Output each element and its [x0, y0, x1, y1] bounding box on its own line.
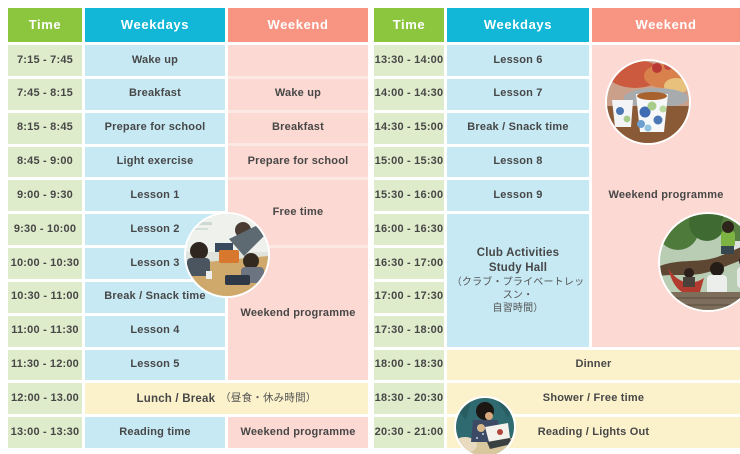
time-cell: 17:00 - 17:30 — [374, 281, 444, 313]
right-header-time: Time — [374, 8, 444, 42]
weekday-activity-cell: Lesson 4 — [85, 315, 225, 347]
classroom-photo — [184, 212, 270, 298]
left-header-time: Time — [8, 8, 82, 42]
weekday-activity-cell: Reading time — [85, 417, 225, 448]
weekend-segment — [228, 45, 368, 76]
weekday-activity-cell: Breakfast — [85, 78, 225, 110]
club-activities-cell: Club Activities Study Hall （クラブ・プライベートレッ… — [447, 214, 589, 347]
weekday-activity-cell: Lesson 1 — [85, 180, 225, 212]
time-cell: 13:30 - 14:00 — [374, 45, 444, 76]
weekend-separator — [228, 75, 368, 79]
time-cell: 11:30 - 12:00 — [8, 349, 82, 381]
weekday-activity-cell: Prepare for school — [85, 112, 225, 144]
time-cell: 17:30 - 18:00 — [374, 315, 444, 347]
right-header-weekend: Weekend — [592, 8, 740, 42]
right-header-weekdays: Weekdays — [447, 8, 589, 42]
time-cell: 8:15 - 8:45 — [8, 112, 82, 144]
weekday-activity-cell: Lesson 6 — [447, 45, 589, 76]
time-cell: 7:15 - 7:45 — [8, 45, 82, 76]
bedtime-reading-photo — [454, 396, 516, 454]
time-cell: 20:30 - 21:00 — [374, 417, 444, 448]
weekend-segment: Free time — [272, 205, 324, 218]
club-title-line1: Club Activities — [476, 246, 560, 259]
time-cell: 15:00 - 15:30 — [374, 146, 444, 178]
time-cell: 13:00 - 13:30 — [8, 417, 82, 448]
club-jp-line1: （クラブ・プライベートレッスン・ — [451, 276, 585, 301]
snack-cups-photo — [605, 59, 691, 145]
weekday-activity-cell: Lesson 9 — [447, 180, 589, 212]
time-cell: 12:00 - 13.00 — [8, 383, 82, 415]
lunch-label-en: Lunch / Break — [136, 392, 216, 405]
club-jp-line2: 自習時間） — [492, 302, 544, 314]
time-cell: 18:00 - 18:30 — [374, 349, 444, 381]
dinner-row: Dinner — [447, 349, 740, 381]
weekend-column-merged: Wake up Breakfast Prepare for school Fre… — [228, 45, 368, 381]
time-cell: 8:45 - 9:00 — [8, 146, 82, 178]
weekday-activity-cell: Wake up — [85, 45, 225, 76]
weekday-activity-cell: Break / Snack time — [85, 281, 225, 313]
lunch-row: Lunch / Break （昼食・休み時間） — [85, 383, 368, 415]
time-cell: 14:30 - 15:00 — [374, 112, 444, 144]
time-cell: 7:45 - 8:15 — [8, 78, 82, 110]
weekend-segment: Wake up — [274, 87, 322, 100]
weekend-activity-cell: Weekend programme — [228, 417, 368, 448]
time-cell: 14:00 - 14:30 — [374, 78, 444, 110]
tree-climbing-photo — [658, 212, 740, 312]
weekday-activity-cell: Lesson 7 — [447, 78, 589, 110]
weekend-separator — [228, 244, 368, 248]
time-cell: 9:00 - 9:30 — [8, 180, 82, 212]
weekend-segment: Weekend programme — [240, 307, 356, 320]
weekday-activity-cell: Lesson 5 — [85, 349, 225, 381]
time-cell: 16:00 - 16:30 — [374, 214, 444, 245]
time-cell: 15:30 - 16:00 — [374, 180, 444, 212]
weekend-segment: Breakfast — [272, 121, 324, 134]
left-header-weekend: Weekend — [228, 8, 368, 42]
time-cell: 16:30 - 17:00 — [374, 248, 444, 279]
weekend-segment: Prepare for school — [247, 155, 349, 168]
lunch-label-jp: （昼食・休み時間） — [220, 392, 317, 405]
time-cell: 18:30 - 20:30 — [374, 383, 444, 415]
time-cell: 10:00 - 10:30 — [8, 248, 82, 279]
morning-timetable: Time Weekdays Weekend 7:15 - 7:45 7:45 -… — [8, 8, 368, 448]
time-cell: 9:30 - 10:00 — [8, 214, 82, 245]
left-header-weekdays: Weekdays — [85, 8, 225, 42]
weekday-activity-cell: Light exercise — [85, 146, 225, 178]
weekend-separator — [228, 177, 368, 181]
club-title-line2: Study Hall — [488, 261, 548, 274]
weekend-separator — [228, 109, 368, 113]
weekend-separator — [228, 143, 368, 147]
weekday-activity-cell: Lesson 8 — [447, 146, 589, 178]
time-cell: 10:30 - 11:00 — [8, 281, 82, 313]
time-cell: 11:00 - 11:30 — [8, 315, 82, 347]
weekday-activity-cell: Break / Snack time — [447, 112, 589, 144]
